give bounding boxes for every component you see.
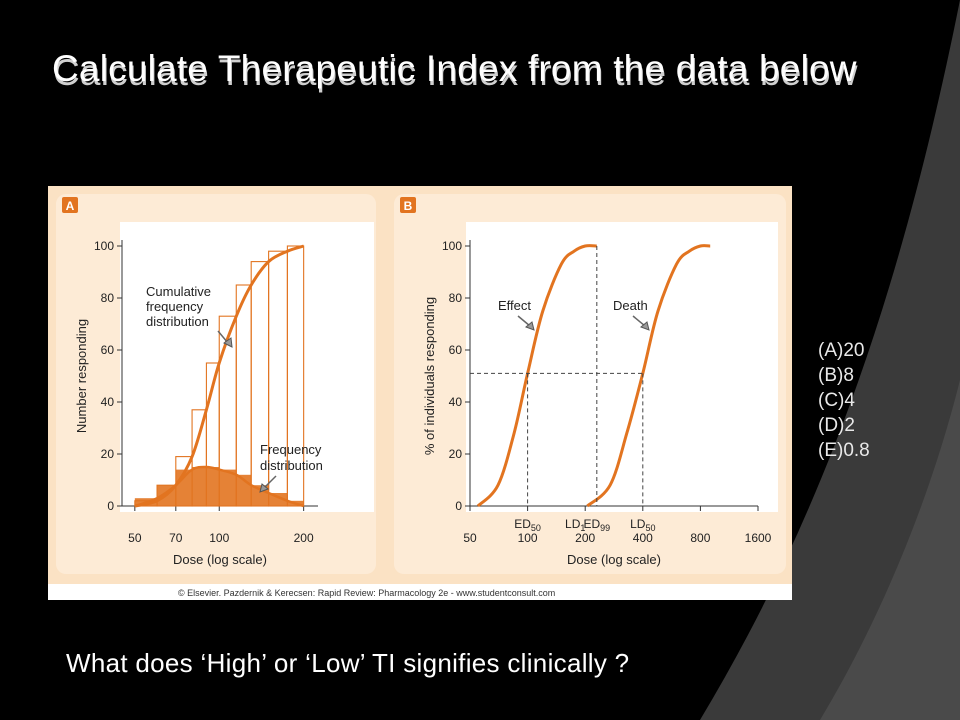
credit-strip xyxy=(48,584,792,600)
option-b: (B)8 xyxy=(818,365,854,386)
chart-a-y-tick-label: 60 xyxy=(101,343,115,357)
slide-title-shadow: Calculate Therapeutic Index from the dat… xyxy=(53,52,858,93)
chart-a-y-axis-label: Number responding xyxy=(74,319,89,433)
effect-curve-label: Effect xyxy=(498,298,531,313)
panel-a-label: A xyxy=(66,199,75,213)
option-a: (A)20 xyxy=(818,340,865,361)
chart-b-y-tick-label: 60 xyxy=(449,343,463,357)
chart-a-x-tick-label: 100 xyxy=(209,531,229,545)
panel-a-badge xyxy=(62,197,78,213)
frequency-bar xyxy=(206,467,220,506)
curve-label-arrow xyxy=(517,315,531,327)
panel-b-plot-area xyxy=(466,222,778,512)
dose-marker-subscript: 99 xyxy=(600,523,610,533)
slide-title: Calculate Therapeutic Index from the dat… xyxy=(52,48,857,89)
panel-b-label: B xyxy=(404,199,413,213)
chart-b-x-tick-label: 1600 xyxy=(745,531,772,545)
annotation-cumulative-arrowhead xyxy=(223,337,233,348)
chart-b-x-tick-label: 800 xyxy=(690,531,710,545)
chart-a-y-tick-label: 0 xyxy=(107,499,114,513)
curve-label-arrow xyxy=(632,315,646,327)
annotation-cumulative-line3: distribution xyxy=(146,314,209,329)
chart-b-y-tick-label: 20 xyxy=(449,447,463,461)
option-e: (E)0.8 xyxy=(818,440,870,461)
chart-b-x-tick-label: 400 xyxy=(633,531,653,545)
chart-a-x-tick-label: 200 xyxy=(294,531,314,545)
option-d: (D)2 xyxy=(818,415,855,436)
chart-a-y-tick-label: 80 xyxy=(101,291,115,305)
frequency-bar xyxy=(192,467,207,506)
dose-marker-ld1: LD1 xyxy=(565,517,585,533)
panel-b-badge xyxy=(400,197,416,213)
annotation-cumulative-line2: frequency xyxy=(146,299,204,314)
chart-a: 0 20 40 60 80 100 50 70 100 200 Dose (log scale) Nu… xyxy=(74,239,323,567)
figure-credit: © Elsevier. Pazdernik & Kerecsen: Rapid … xyxy=(178,588,555,598)
chart-a-x-tick-label: 70 xyxy=(169,531,183,545)
effect-curve xyxy=(476,244,597,508)
dose-marker-subscript: 1 xyxy=(580,523,585,533)
annotation-cumulative-line1: Cumulative xyxy=(146,284,211,299)
frequency-bar xyxy=(219,469,237,506)
annotation-frequency-arrow xyxy=(263,475,277,489)
panel-a-plot-area xyxy=(120,222,374,512)
cumulative-frequency-curve xyxy=(134,244,305,508)
annotation-frequency-line2: distribution xyxy=(260,458,323,473)
chart-b-x-tick-label: 200 xyxy=(575,531,595,545)
clinical-question: What does ‘High’ or ‘Low’ TI signifies c… xyxy=(66,648,630,678)
chart-a-x-tick-label: 50 xyxy=(128,531,142,545)
death-curve xyxy=(586,244,711,508)
answer-options: (A)20 (B)8 (C)4 (D)2 (E)0.8 xyxy=(818,338,870,463)
chart-a-x-axis-label: Dose (log scale) xyxy=(173,552,267,567)
chart-b-y-axis-label: % of individuals responding xyxy=(422,297,437,455)
chart-a-y-tick-label: 100 xyxy=(94,239,114,253)
chart-a-y-tick-label: 20 xyxy=(101,447,115,461)
chart-b-y-tick-label: 0 xyxy=(455,499,462,513)
chart-b-y-tick-label: 100 xyxy=(442,239,462,253)
option-c: (C)4 xyxy=(818,390,855,411)
chart-b-y-tick-label: 80 xyxy=(449,291,463,305)
dose-marker-subscript: 50 xyxy=(531,523,541,533)
cumulative-step xyxy=(286,245,305,507)
chart-b-x-axis-label: Dose (log scale) xyxy=(567,552,661,567)
chart-b-x-tick-label: 100 xyxy=(518,531,538,545)
annotation-frequency-line1: Frequency xyxy=(260,442,322,457)
curve-label-arrowhead xyxy=(640,321,650,331)
chart-b-y-tick-label: 40 xyxy=(449,395,463,409)
chart-a-y-tick-label: 40 xyxy=(101,395,115,409)
death-curve-label: Death xyxy=(613,298,648,313)
dose-marker-subscript: 50 xyxy=(645,523,655,533)
chart-b-x-tick-label: 50 xyxy=(463,531,477,545)
curve-label-arrowhead xyxy=(525,321,535,331)
annotation-frequency-arrowhead xyxy=(259,483,269,493)
